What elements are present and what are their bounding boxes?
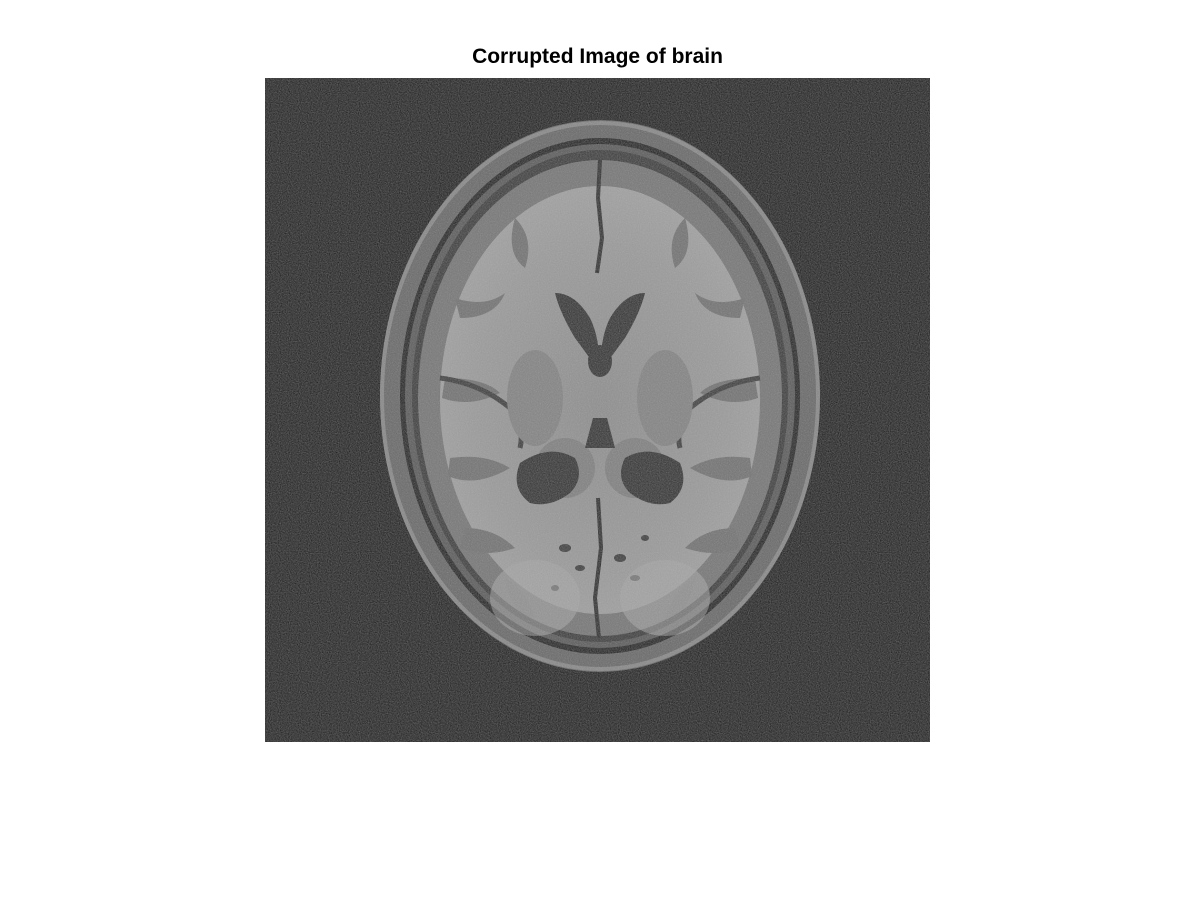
third-ventricle: [585, 418, 615, 448]
right-basal-ganglia: [637, 350, 693, 446]
left-occipital-horn: [516, 451, 579, 505]
posterior-fissure: [592, 497, 604, 639]
right-occipital-horn: [621, 451, 684, 505]
brain-mri-image: [265, 78, 930, 742]
septum-ventricle: [588, 345, 612, 377]
white-matter-region: [440, 186, 760, 614]
right-frontal-horn: [600, 293, 645, 373]
figure-title: Corrupted Image of brain: [472, 45, 723, 68]
left-frontal-horn: [555, 293, 600, 373]
left-basal-ganglia: [507, 350, 563, 446]
brain-mri-svg: [265, 78, 930, 742]
anterior-fissure: [595, 159, 605, 274]
